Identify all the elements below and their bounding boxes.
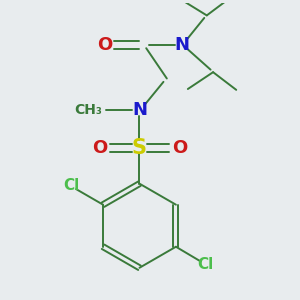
Text: Cl: Cl [63, 178, 80, 193]
Text: CH₃: CH₃ [74, 103, 102, 117]
Text: O: O [92, 139, 107, 157]
Text: N: N [174, 36, 189, 54]
Text: O: O [97, 36, 112, 54]
Text: S: S [132, 138, 147, 158]
Text: Cl: Cl [197, 257, 214, 272]
Text: O: O [172, 139, 187, 157]
Text: N: N [132, 101, 147, 119]
